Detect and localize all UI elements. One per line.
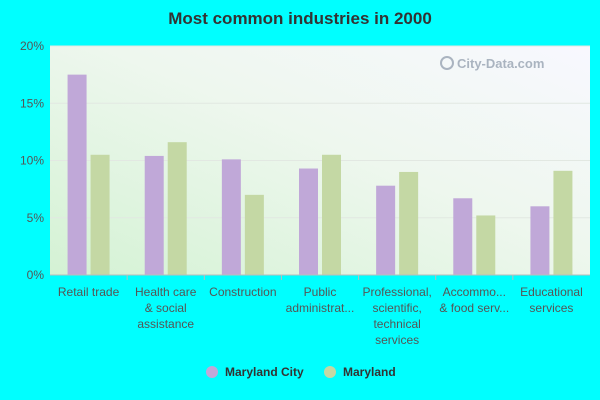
category-label: & food serv... [439,301,509,315]
category-label: Professional, [362,285,431,299]
category-label: & social [145,301,187,315]
y-axis: 0% 5% 10% 15% 20% [20,39,44,282]
category-label: scientific, [372,301,421,315]
category-label: Health care [135,285,197,299]
y-tick-label: 10% [20,154,44,168]
category-label: assistance [137,317,194,331]
legend-item: Maryland [324,365,396,379]
bar-maryland-city [221,159,241,275]
category-label: Accommo... [443,285,506,299]
bar-maryland-city [530,206,550,275]
y-tick-label: 20% [20,39,44,53]
category-label: Retail trade [58,285,120,299]
legend-label: Maryland City [225,365,304,379]
category-label: services [375,333,419,347]
watermark-text: City-Data.com [457,56,544,71]
bar-maryland [476,215,496,275]
legend-item: Maryland City [206,365,304,379]
legend-swatch [324,366,336,378]
bar-maryland [244,194,264,275]
watermark: City-Data.com [440,56,544,71]
legend: Maryland City Maryland [206,365,396,379]
bars [67,74,573,275]
gridlines [50,45,590,219]
category-label: Educational [520,285,583,299]
category-label: Public [304,285,337,299]
x-axis: Retail trade Health care & social assistanc… [50,274,590,347]
bar-maryland-city [67,74,87,275]
bar-maryland-city [376,185,396,275]
bar-maryland-city [299,168,318,275]
bar-maryland-city [453,198,473,275]
bar-maryland [167,142,187,275]
y-tick-label: 0% [27,268,45,282]
category-label: technical [373,317,420,331]
y-tick-label: 15% [20,96,44,110]
watermark-search-icon [440,56,454,70]
category-label: services [529,301,573,315]
category-label: Construction [209,285,276,299]
bar-maryland [553,170,573,275]
category-label: administrat... [286,301,355,315]
bar-maryland [322,154,341,275]
y-tick-label: 5% [27,211,45,225]
bar-maryland [90,154,110,275]
bar-maryland-city [144,155,164,275]
legend-swatch [206,366,218,378]
legend-label: Maryland [343,365,396,379]
bar-maryland [399,171,419,275]
chart-title: Most common industries in 2000 [168,9,432,28]
